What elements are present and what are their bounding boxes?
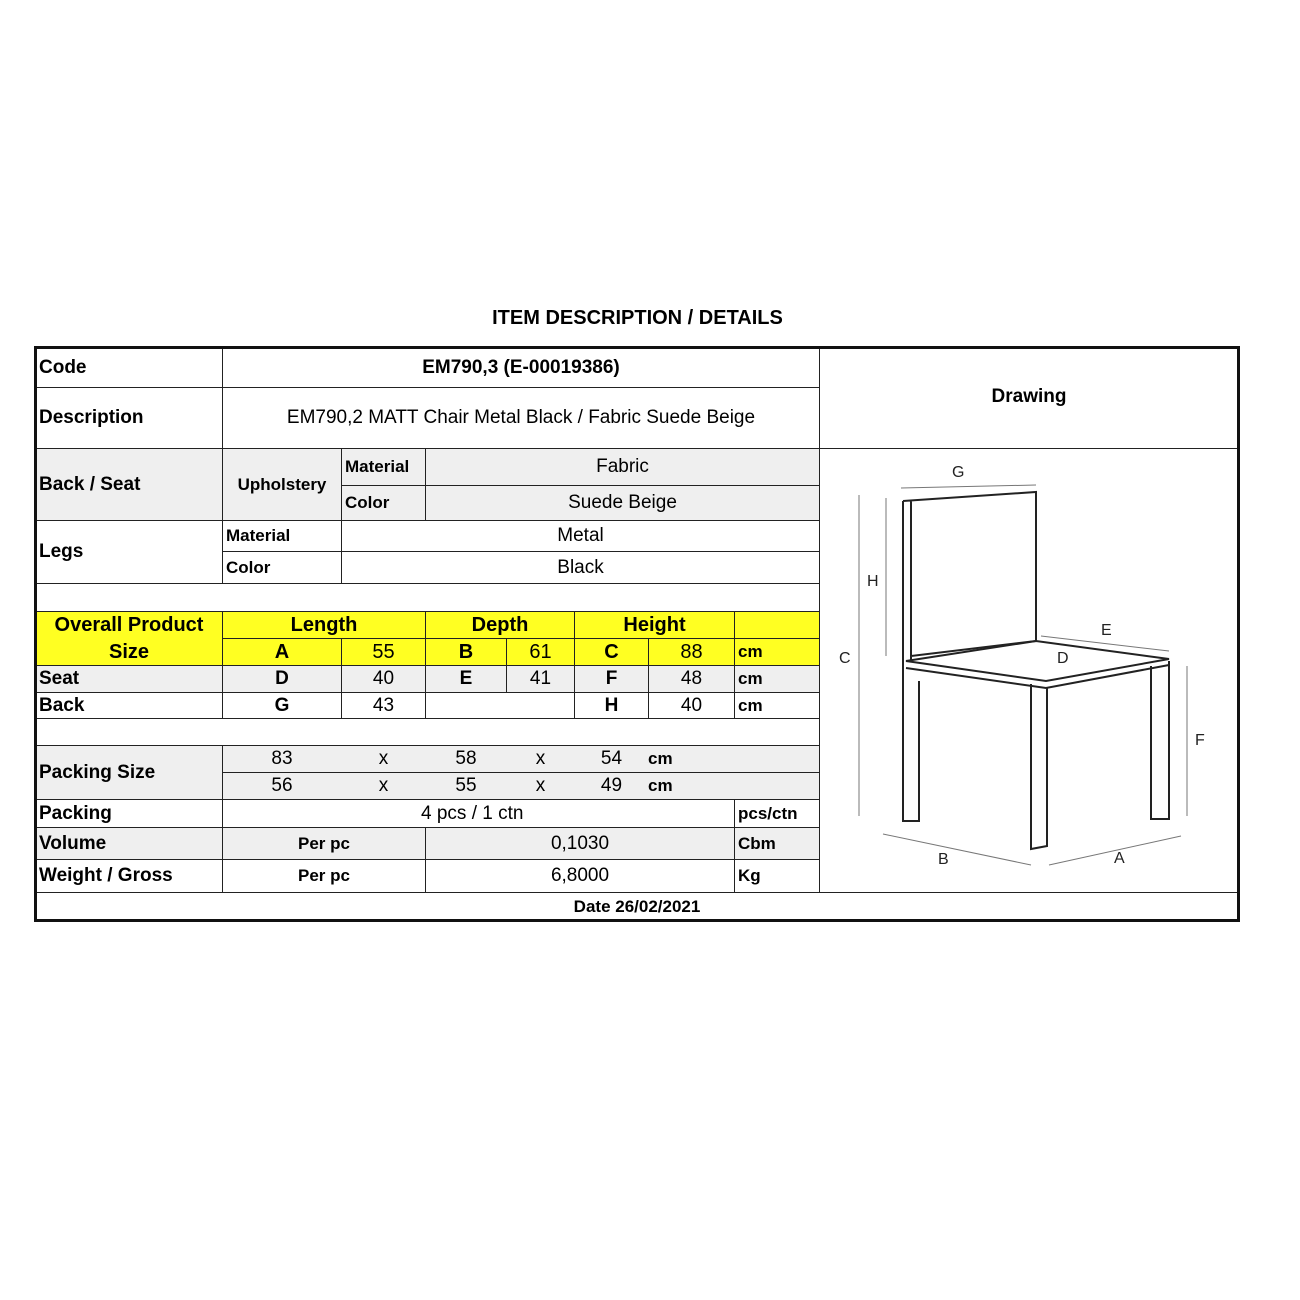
- packing-size-unit: cm: [648, 776, 673, 795]
- length-header: Length: [222, 611, 426, 639]
- upholstery-color-label: Color: [341, 485, 426, 521]
- size-row-label: Seat: [35, 665, 223, 693]
- label-b: B: [938, 851, 949, 868]
- drawing-label: Drawing: [819, 347, 1239, 449]
- depth-letter: B: [425, 638, 507, 666]
- unit: cm: [734, 638, 820, 666]
- packing-size-value: 54: [600, 748, 623, 769]
- packing-value: 4 pcs / 1 ctn: [222, 799, 735, 828]
- packing-size-value: 58: [455, 748, 477, 769]
- volume-value: 0,1030: [425, 827, 735, 860]
- upholstery-color: Suede Beige: [425, 485, 820, 521]
- packing-size-value: 83: [271, 748, 293, 769]
- upholstery-material: Fabric: [425, 448, 820, 486]
- overall-size-line2: Size: [108, 640, 150, 663]
- depth-letter: E: [425, 665, 507, 693]
- label-c: C: [839, 650, 851, 667]
- drawing-cell: G H C E D F B A: [819, 448, 1239, 893]
- label-f: F: [1195, 732, 1205, 749]
- volume-per: Per pc: [222, 827, 426, 860]
- height-letter: H: [574, 692, 649, 719]
- length-letter: D: [222, 665, 342, 693]
- packing-size-x: x: [378, 775, 389, 796]
- spacer-row: [35, 583, 820, 612]
- legs-material: Metal: [341, 520, 820, 552]
- upholstery-label: Upholstery: [222, 448, 342, 521]
- weight-unit: Kg: [734, 859, 820, 893]
- height-header: Height: [574, 611, 735, 639]
- height-letter: C: [574, 638, 649, 666]
- unit: cm: [734, 665, 820, 693]
- label-h: H: [867, 573, 879, 590]
- code-label: Code: [35, 347, 223, 388]
- packing-size-x: x: [378, 748, 389, 769]
- height-value: 88: [648, 638, 735, 666]
- label-e: E: [1101, 622, 1112, 639]
- chair-drawing: G H C E D F B A: [839, 464, 1205, 868]
- packing-size-x: x: [535, 748, 546, 769]
- height-value: 40: [648, 692, 735, 719]
- packing-label: Packing: [35, 799, 223, 828]
- spacer-row: [35, 718, 820, 746]
- height-value: 48: [648, 665, 735, 693]
- weight-value: 6,8000: [425, 859, 735, 893]
- unit-header: [734, 611, 820, 639]
- legs-color: Black: [341, 551, 820, 584]
- height-letter: F: [574, 665, 649, 693]
- packing-unit: pcs/ctn: [734, 799, 820, 828]
- weight-label: Weight / Gross: [35, 859, 223, 893]
- unit: cm: [734, 692, 820, 719]
- legs-material-label: Material: [222, 520, 342, 552]
- volume-label: Volume: [35, 827, 223, 860]
- date: Date 26/02/2021: [573, 896, 701, 916]
- upholstery-material-label: Material: [341, 448, 426, 486]
- packing-size-value: 56: [271, 775, 293, 796]
- overall-size-line1: Overall Product: [54, 613, 204, 636]
- label-d: D: [1057, 650, 1069, 667]
- depth-value: 41: [506, 665, 575, 693]
- length-letter: A: [222, 638, 342, 666]
- packing-size-row: [222, 772, 820, 800]
- depth-value: 61: [506, 638, 575, 666]
- code-value: EM790,3 (E-00019386): [222, 347, 820, 388]
- packing-size-value: 49: [600, 775, 623, 796]
- packing-size-value: 55: [455, 775, 477, 796]
- packing-size-x: x: [535, 775, 546, 796]
- length-letter: G: [222, 692, 342, 719]
- length-value: 55: [341, 638, 426, 666]
- weight-per: Per pc: [222, 859, 426, 893]
- description-value: EM790,2 MATT Chair Metal Black / Fabric …: [222, 387, 820, 449]
- label-g: G: [952, 464, 964, 481]
- legs-color-label: Color: [222, 551, 342, 584]
- back-seat-label: Back / Seat: [35, 448, 223, 521]
- legs-label: Legs: [35, 520, 223, 584]
- size-row-label: Back: [35, 692, 223, 719]
- packing-size-label: Packing Size: [35, 745, 223, 800]
- description-label: Description: [35, 387, 223, 449]
- label-a: A: [1114, 850, 1125, 867]
- depth-header: Depth: [425, 611, 575, 639]
- overall-size-label: Overall Product Size: [35, 611, 223, 666]
- length-value: 43: [341, 692, 426, 719]
- length-value: 40: [341, 665, 426, 693]
- depth-empty: [425, 692, 575, 719]
- sheet-title: ITEM DESCRIPTION / DETAILS: [492, 307, 783, 329]
- volume-unit: Cbm: [734, 827, 820, 860]
- packing-size-unit: cm: [648, 749, 673, 768]
